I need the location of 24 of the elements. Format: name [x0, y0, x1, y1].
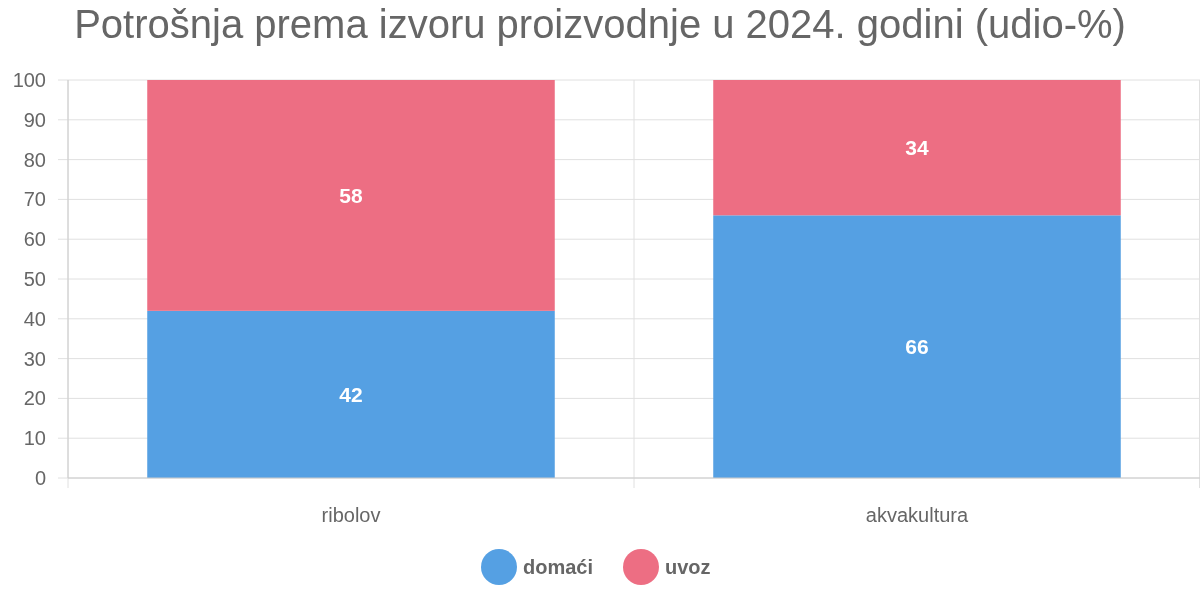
- legend-label: uvoz: [665, 556, 711, 578]
- data-label: 34: [905, 136, 929, 160]
- y-tick-label: 70: [23, 188, 46, 211]
- y-tick-label: 50: [23, 268, 46, 290]
- y-tick-label: 10: [23, 427, 46, 450]
- data-label: 66: [905, 335, 929, 359]
- chart-title: Potrošnja prema izvoru proizvodnje u 2024. godini (udio-%): [74, 2, 1126, 46]
- bar: [713, 215, 1121, 478]
- legend-label: domaći: [523, 556, 594, 578]
- y-tick-label: 90: [23, 108, 46, 131]
- y-tick-label: 40: [23, 307, 46, 330]
- y-tick-label: 80: [23, 148, 46, 171]
- data-label: 42: [339, 382, 363, 406]
- y-tick-label: 100: [12, 69, 46, 91]
- x-tick-label: ribolov: [321, 504, 381, 526]
- x-tick-label: akvakultura: [865, 504, 970, 526]
- y-tick-label: 60: [23, 228, 46, 251]
- bar: [147, 310, 555, 478]
- y-tick-label: 0: [34, 467, 46, 489]
- bar: [713, 80, 1121, 216]
- bar: [147, 80, 555, 311]
- y-tick-label: 30: [23, 347, 46, 370]
- y-tick-label: 20: [23, 387, 46, 410]
- data-label: 58: [339, 183, 363, 207]
